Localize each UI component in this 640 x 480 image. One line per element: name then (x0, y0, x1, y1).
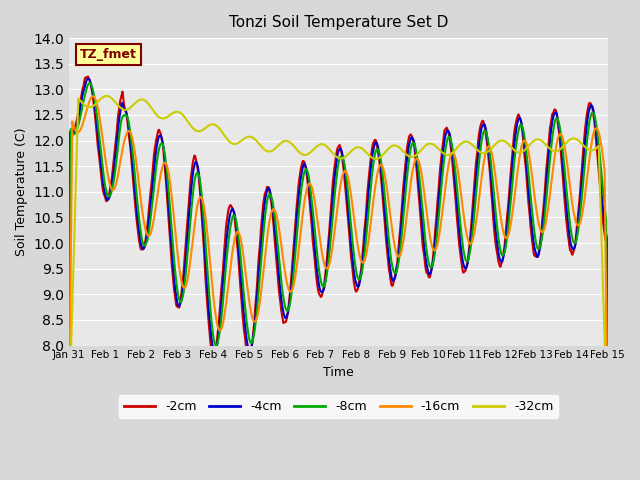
-16cm (604, 434, 611, 440)
-8cm (75, 120, 83, 125)
Line: -32cm: -32cm (69, 96, 607, 435)
-16cm (420, 190, 428, 195)
-16cm (404, 198, 412, 204)
-32cm (103, 93, 111, 99)
-8cm (86, 80, 93, 86)
-4cm (84, 76, 92, 82)
Line: -4cm: -4cm (69, 79, 607, 412)
-32cm (604, 432, 611, 438)
-4cm (186, 203, 194, 208)
-8cm (420, 225, 428, 231)
-16cm (214, 325, 222, 331)
-16cm (75, 129, 83, 135)
-32cm (214, 124, 222, 130)
Line: -2cm: -2cm (69, 76, 607, 443)
-2cm (75, 107, 83, 112)
X-axis label: Time: Time (323, 366, 354, 379)
-32cm (131, 100, 139, 106)
-8cm (186, 224, 194, 230)
Title: Tonzi Soil Temperature Set D: Tonzi Soil Temperature Set D (228, 15, 448, 30)
-16cm (65, 397, 73, 403)
-2cm (214, 325, 222, 331)
-4cm (75, 112, 83, 118)
-2cm (404, 137, 412, 143)
-2cm (186, 187, 194, 193)
Text: TZ_fmet: TZ_fmet (80, 48, 137, 61)
-8cm (404, 161, 412, 167)
-4cm (131, 191, 139, 197)
Legend: -2cm, -4cm, -8cm, -16cm, -32cm: -2cm, -4cm, -8cm, -16cm, -32cm (118, 395, 558, 418)
-8cm (214, 337, 222, 343)
Y-axis label: Soil Temperature (C): Soil Temperature (C) (15, 128, 28, 256)
Line: -8cm: -8cm (69, 83, 607, 437)
Line: -16cm: -16cm (69, 96, 607, 437)
-16cm (131, 152, 139, 157)
-4cm (604, 409, 611, 415)
-2cm (420, 253, 428, 259)
-2cm (65, 440, 73, 446)
-32cm (404, 153, 412, 159)
-32cm (65, 408, 73, 413)
-4cm (420, 243, 428, 249)
-4cm (65, 336, 73, 342)
-8cm (65, 375, 73, 381)
-4cm (404, 145, 412, 151)
-16cm (186, 262, 194, 268)
-2cm (604, 244, 611, 250)
-2cm (131, 202, 139, 208)
-4cm (214, 333, 222, 339)
-8cm (131, 176, 139, 181)
-32cm (186, 121, 194, 127)
-16cm (90, 93, 97, 99)
-8cm (604, 434, 611, 440)
-2cm (84, 73, 92, 79)
-32cm (420, 144, 428, 150)
-32cm (75, 96, 83, 102)
